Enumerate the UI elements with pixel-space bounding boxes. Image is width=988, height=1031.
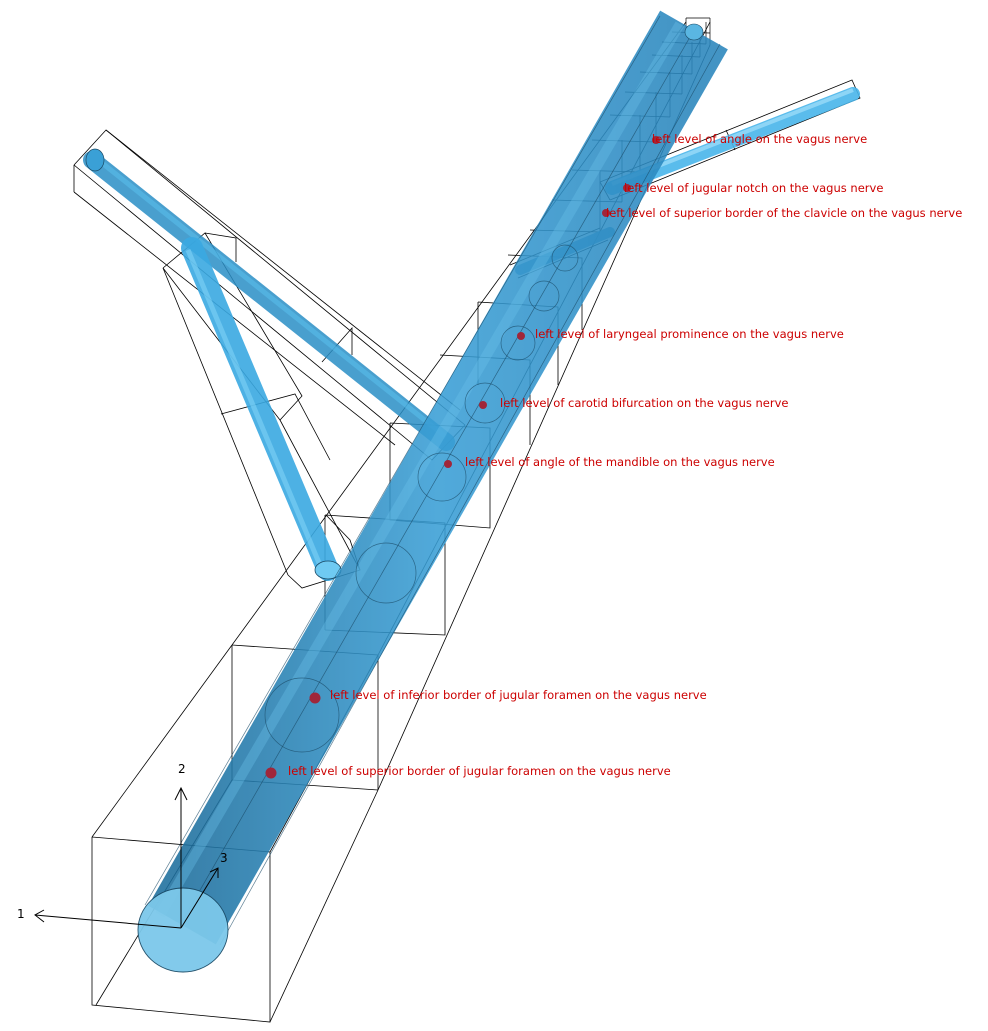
descending-branch-tube <box>181 237 342 581</box>
marker-angle-label: left level of angle on the vagus nerve <box>652 132 867 146</box>
marker-carotid-dot <box>479 401 487 409</box>
marker-superior-jugular-label: left level of superior border of jugular… <box>288 764 671 778</box>
marker-laryngeal-label: left level of laryngeal prominence on th… <box>535 327 844 341</box>
marker-inferior-jugular-label: left level of inferior border of jugular… <box>330 688 707 702</box>
marker-laryngeal-dot <box>517 332 525 340</box>
marker-angle-dot <box>652 136 660 144</box>
marker-jugular-notch-label: left level of jugular notch on the vagus… <box>624 181 883 195</box>
axis-3-arrowhead <box>209 867 219 878</box>
marker-mandible-dot <box>444 460 452 468</box>
main-trunk-tube <box>137 10 728 973</box>
upper-left-branch-tube <box>83 148 455 451</box>
axis-triad <box>34 786 219 929</box>
axis-1-arrowhead <box>34 909 45 923</box>
marker-inferior-jugular-dot <box>309 692 321 704</box>
marker-clavicle-dot <box>602 209 610 217</box>
axis-3-label: 3 <box>220 851 228 865</box>
axis-1-label: 1 <box>17 907 25 921</box>
axis-2-label: 2 <box>178 762 186 776</box>
marker-mandible-label: left level of angle of the mandible on t… <box>465 455 775 469</box>
axis-1-line <box>34 914 182 929</box>
axis-3-line <box>180 867 219 929</box>
nerve-tubes <box>83 10 860 973</box>
axis-2-arrowhead <box>174 786 188 801</box>
marker-carotid-label: left level of carotid bifurcation on the… <box>500 396 789 410</box>
landmark-markers: left level of angle on the vagus nerve l… <box>265 132 962 779</box>
marker-jugular-notch-dot <box>623 184 631 192</box>
marker-superior-jugular-dot <box>265 767 277 779</box>
marker-clavicle-label: left level of superior border of the cla… <box>606 206 962 220</box>
